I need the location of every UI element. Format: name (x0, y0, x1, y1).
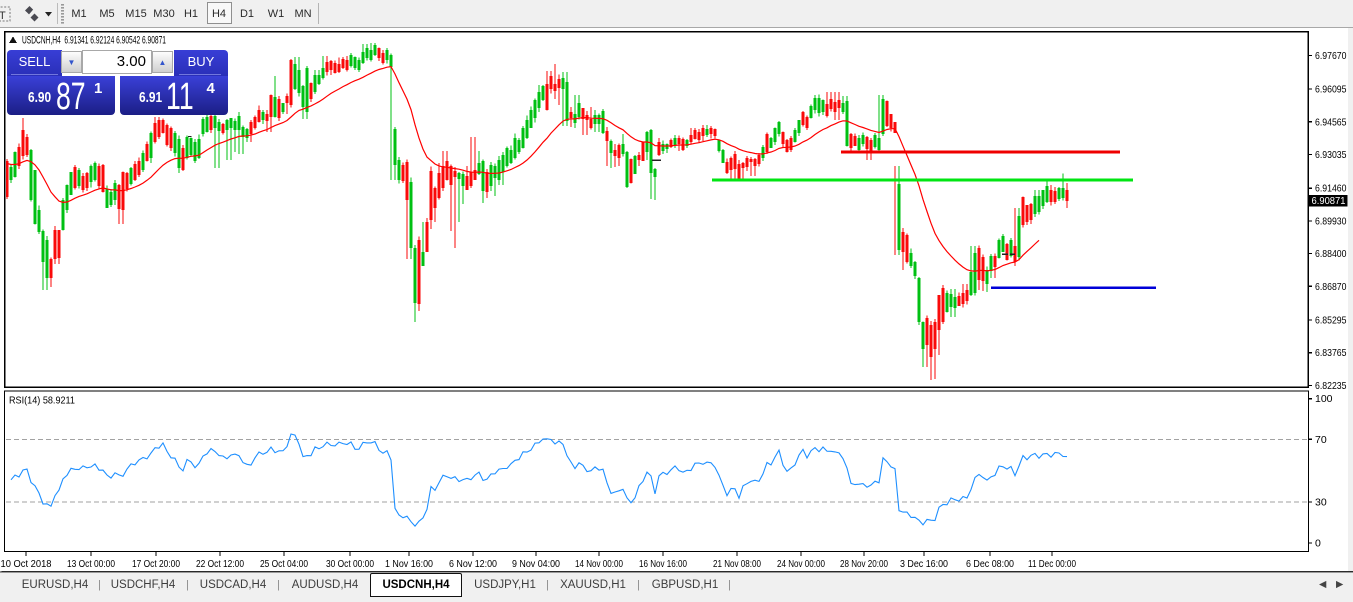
svg-text:1 Nov 16:00: 1 Nov 16:00 (385, 559, 433, 570)
svg-text:6 Nov 12:00: 6 Nov 12:00 (449, 559, 497, 570)
svg-text:6.96095: 6.96095 (1315, 84, 1347, 96)
svg-text:T: T (0, 10, 6, 22)
svg-text:6.91460: 6.91460 (1315, 183, 1347, 195)
svg-text:6.93035: 6.93035 (1315, 149, 1347, 161)
svg-text:28 Nov 20:00: 28 Nov 20:00 (840, 559, 888, 570)
svg-text:22 Oct 12:00: 22 Oct 12:00 (196, 559, 244, 570)
svg-text:11 Dec 00:00: 11 Dec 00:00 (1028, 559, 1076, 570)
svg-text:21 Nov 08:00: 21 Nov 08:00 (713, 559, 761, 570)
svg-text:6 Dec 08:00: 6 Dec 08:00 (966, 559, 1014, 570)
svg-text:24 Nov 00:00: 24 Nov 00:00 (777, 559, 825, 570)
svg-text:30 Oct 00:00: 30 Oct 00:00 (326, 559, 374, 570)
svg-text:70: 70 (1315, 434, 1327, 446)
svg-text:14 Nov 00:00: 14 Nov 00:00 (575, 559, 623, 570)
svg-text:6.82235: 6.82235 (1315, 380, 1347, 392)
svg-text:6.86870: 6.86870 (1315, 281, 1347, 293)
svg-text:6.85295: 6.85295 (1315, 315, 1347, 327)
svg-text:RSI(14) 58.9211: RSI(14) 58.9211 (9, 395, 75, 407)
svg-text:6.90871: 6.90871 (1312, 195, 1346, 207)
svg-text:6.88400: 6.88400 (1315, 248, 1347, 260)
svg-text:6.83765: 6.83765 (1315, 347, 1347, 359)
svg-text:25 Oct 04:00: 25 Oct 04:00 (260, 559, 308, 570)
svg-text:9 Nov 04:00: 9 Nov 04:00 (512, 559, 560, 570)
svg-text:17 Oct 20:00: 17 Oct 20:00 (132, 559, 180, 570)
svg-text:6.94565: 6.94565 (1315, 116, 1347, 128)
svg-text:16 Nov 16:00: 16 Nov 16:00 (639, 559, 687, 570)
svg-text:13 Oct 00:00: 13 Oct 00:00 (67, 559, 115, 570)
svg-text:6.89930: 6.89930 (1315, 215, 1347, 227)
svg-text:USDCNH,H4 6.91341 6.92124 6.9: USDCNH,H4 6.91341 6.92124 6.90542 6.9087… (22, 35, 166, 47)
svg-text:0: 0 (1315, 537, 1321, 549)
svg-text:100: 100 (1315, 393, 1333, 405)
svg-text:30: 30 (1315, 496, 1327, 508)
svg-text:3 Dec 16:00: 3 Dec 16:00 (900, 559, 948, 570)
svg-text:10 Oct 2018: 10 Oct 2018 (1, 559, 52, 570)
svg-text:6.97670: 6.97670 (1315, 50, 1347, 62)
